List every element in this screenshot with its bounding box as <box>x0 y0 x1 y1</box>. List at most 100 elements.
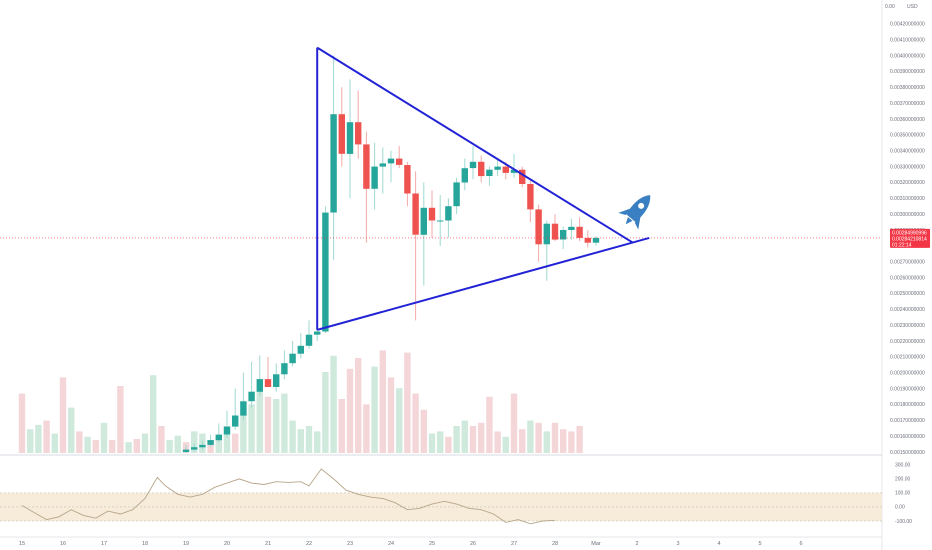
volume-bar <box>437 431 444 453</box>
price-tick-label: 0.00400000000 <box>890 53 925 59</box>
candle-body <box>445 206 452 221</box>
volume-bar <box>404 352 411 453</box>
price-tick-label: 0.00380000000 <box>890 85 925 91</box>
oscillator <box>21 468 556 525</box>
price-tick-label: 0.00340000000 <box>890 149 925 155</box>
candle-body <box>363 144 370 189</box>
candle-body <box>379 163 386 167</box>
time-axis-label: 15 <box>19 541 25 547</box>
rocket-icon <box>618 195 651 230</box>
candle-body <box>510 169 518 173</box>
volume-bar <box>76 431 83 453</box>
price-tick-label: 0.00320000000 <box>890 180 925 186</box>
volume-bar <box>453 426 460 453</box>
candle-body <box>330 114 337 213</box>
candle-body <box>592 237 600 243</box>
candle-body <box>519 169 526 184</box>
volume-bar <box>35 424 42 453</box>
triangle-lower-line[interactable] <box>316 236 650 331</box>
price-tick-label: 0.00360000000 <box>890 117 925 123</box>
volume-bar <box>363 404 370 453</box>
volume-bar <box>141 433 149 453</box>
candle-body <box>576 226 583 238</box>
volume-bar <box>51 433 58 453</box>
price-tick-label: 0.00220000000 <box>890 339 925 345</box>
volume-bar <box>158 426 165 453</box>
volume-bar <box>223 426 231 453</box>
candle-body <box>404 165 411 194</box>
candle-body <box>199 444 206 448</box>
price-tick-label: 0.00250000000 <box>890 291 925 297</box>
price-tick-label: 0.00420000000 <box>890 22 925 28</box>
candle-body <box>207 440 214 445</box>
time-axis-label: 17 <box>101 541 107 547</box>
volume-bar <box>551 422 559 453</box>
volume-bar <box>396 388 403 453</box>
price-tick-label: 0.00390000000 <box>890 69 925 75</box>
volume-bar <box>543 431 550 453</box>
volume-bar <box>527 420 534 453</box>
volume-bar <box>281 393 288 453</box>
candle-body <box>453 182 460 207</box>
oscillator-tick-label: 300.00 <box>895 463 911 469</box>
oscillator-axis: 300.00 200.00 100.00 0.00 -100.00 <box>895 463 912 525</box>
volume-bar <box>117 386 124 453</box>
candle-body <box>502 166 509 173</box>
time-axis-label: 5 <box>758 541 761 547</box>
candle-body <box>248 391 255 402</box>
price-tick-label: 0.00170000000 <box>890 418 925 424</box>
candle-body <box>289 353 296 364</box>
volume-bar <box>84 436 91 453</box>
candlesticks <box>182 55 600 453</box>
candle-body <box>264 379 272 387</box>
triangle-upper-line[interactable] <box>316 46 634 244</box>
price-tick-label: 0.00240000000 <box>890 307 925 313</box>
oscillator-band <box>0 492 882 522</box>
time-axis-label: 22 <box>306 541 312 547</box>
time-axis-label: 28 <box>552 541 558 547</box>
volume-bar <box>133 439 140 453</box>
volume-bar <box>387 377 395 453</box>
time-axis-label: 20 <box>224 541 230 547</box>
price-tick-label: 0.00180000000 <box>890 402 925 408</box>
volume-bar <box>150 375 157 453</box>
volume-bar <box>379 350 386 453</box>
volume-bar <box>412 393 419 453</box>
candle-body <box>281 363 288 375</box>
price-tick-label: 0.00310000000 <box>890 196 925 202</box>
candle-body <box>346 122 354 154</box>
volume-bar <box>256 390 263 453</box>
volume-bar <box>289 420 296 453</box>
price-tick-label: 0.00410000000 <box>890 38 925 44</box>
triangle-drawing[interactable] <box>316 46 650 331</box>
candle-body <box>322 212 329 332</box>
candle-body <box>305 334 313 346</box>
price-tick-label: 0.00160000000 <box>890 434 925 440</box>
candle-body <box>215 434 222 441</box>
candle-body <box>560 230 567 240</box>
volume-bar <box>314 431 321 453</box>
candle-body <box>273 374 280 387</box>
price-tick-label: 0.00300000000 <box>890 212 925 218</box>
time-axis-label: 3 <box>676 541 679 547</box>
candle-body <box>584 237 591 243</box>
volume-bar <box>109 440 116 453</box>
oscillator-line <box>21 468 556 525</box>
candle-body <box>478 161 485 177</box>
volume-bar <box>576 426 583 453</box>
candle-body <box>256 379 263 392</box>
volume-bar <box>92 440 99 453</box>
last-price-tag: 0.00284990996 0.00284210814 01:22:14 <box>890 228 930 248</box>
volume-bar <box>519 429 526 453</box>
candle-body <box>182 449 190 452</box>
price-tick-label: 0.00370000000 <box>890 101 925 107</box>
volume-bar <box>305 426 313 453</box>
time-axis-label: 16 <box>60 541 66 547</box>
candle-body <box>412 193 419 235</box>
time-axis-label: 18 <box>142 541 148 547</box>
candle-body <box>469 161 477 169</box>
candle-body <box>494 166 501 170</box>
candle-body <box>543 223 550 245</box>
